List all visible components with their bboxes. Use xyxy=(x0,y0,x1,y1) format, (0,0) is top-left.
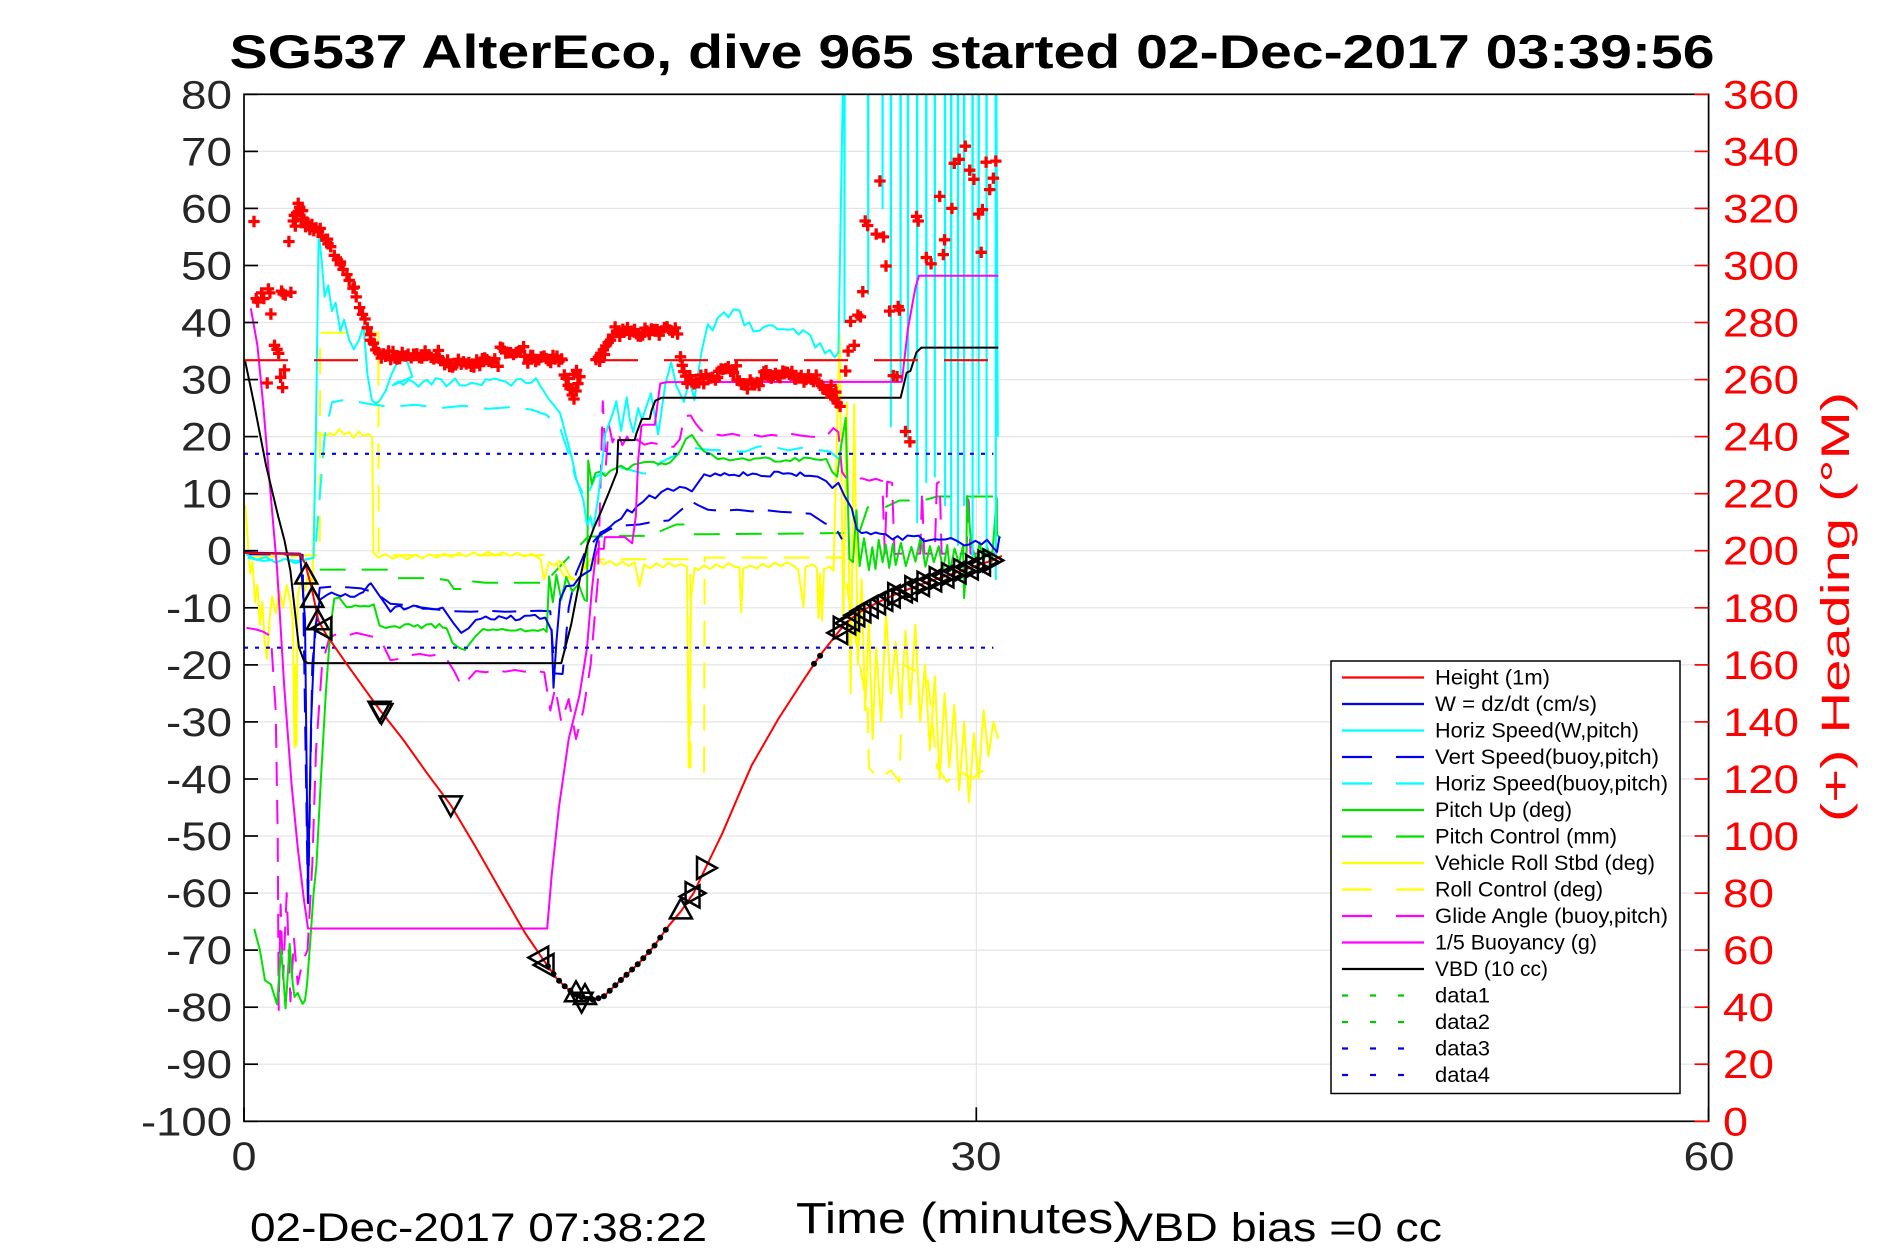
svg-text:Pitch Control (mm): Pitch Control (mm) xyxy=(1435,826,1617,849)
svg-text:70: 70 xyxy=(181,130,232,174)
svg-text:02-Dec-2017 07:38:22: 02-Dec-2017 07:38:22 xyxy=(250,1206,707,1250)
svg-text:(+) Heading (°M): (+) Heading (°M) xyxy=(1814,392,1858,822)
svg-text:20: 20 xyxy=(181,416,232,460)
svg-text:-40: -40 xyxy=(166,758,232,802)
svg-text:80: 80 xyxy=(181,73,232,117)
svg-text:60: 60 xyxy=(1684,1135,1735,1179)
svg-text:1/5 Buoyancy (g): 1/5 Buoyancy (g) xyxy=(1435,932,1597,955)
svg-text:30: 30 xyxy=(951,1135,1002,1179)
svg-text:200: 200 xyxy=(1723,530,1799,574)
svg-text:30: 30 xyxy=(181,359,232,403)
svg-text:50: 50 xyxy=(181,245,232,289)
svg-text:-50: -50 xyxy=(166,815,232,859)
svg-text:VBD (10 cc): VBD (10 cc) xyxy=(1435,958,1548,981)
svg-text:260: 260 xyxy=(1723,359,1799,403)
svg-text:Pitch Up (deg): Pitch Up (deg) xyxy=(1435,799,1572,822)
svg-text:data1: data1 xyxy=(1435,985,1490,1008)
svg-text:-20: -20 xyxy=(166,644,232,688)
svg-text:Vehicle Roll Stbd (deg): Vehicle Roll Stbd (deg) xyxy=(1435,852,1655,875)
svg-text:80: 80 xyxy=(1723,872,1774,916)
svg-text:160: 160 xyxy=(1723,644,1799,688)
svg-text:Vert Speed(buoy,pitch): Vert Speed(buoy,pitch) xyxy=(1435,746,1659,769)
svg-text:280: 280 xyxy=(1723,302,1799,346)
svg-text:40: 40 xyxy=(181,302,232,346)
svg-text:360: 360 xyxy=(1723,73,1799,117)
svg-text:Horiz Speed(buoy,pitch): Horiz Speed(buoy,pitch) xyxy=(1435,773,1668,796)
svg-text:VBD bias =0 cc: VBD bias =0 cc xyxy=(1122,1206,1442,1250)
svg-text:100: 100 xyxy=(1723,815,1799,859)
svg-text:0: 0 xyxy=(232,1135,257,1179)
svg-text:Glide Angle (buoy,pitch): Glide Angle (buoy,pitch) xyxy=(1435,905,1668,928)
svg-text:340: 340 xyxy=(1723,130,1799,174)
svg-text:240: 240 xyxy=(1723,416,1799,460)
svg-text:-80: -80 xyxy=(166,986,232,1030)
svg-text:-70: -70 xyxy=(166,929,232,973)
svg-text:0: 0 xyxy=(207,530,232,574)
svg-text:SG537 AlterEco, dive 965 start: SG537 AlterEco, dive 965 started 02-Dec-… xyxy=(230,25,1715,78)
svg-text:-10: -10 xyxy=(166,587,232,631)
svg-text:60: 60 xyxy=(181,187,232,231)
svg-text:data4: data4 xyxy=(1435,1064,1490,1087)
svg-text:Horiz Speed(W,pitch): Horiz Speed(W,pitch) xyxy=(1435,720,1639,743)
svg-text:W = dz/dt (cm/s): W = dz/dt (cm/s) xyxy=(1435,693,1597,716)
svg-text:60: 60 xyxy=(1723,929,1774,973)
svg-text:-30: -30 xyxy=(166,701,232,745)
svg-text:20: 20 xyxy=(1723,1043,1774,1087)
svg-text:120: 120 xyxy=(1723,758,1799,802)
svg-text:300: 300 xyxy=(1723,245,1799,289)
svg-text:data3: data3 xyxy=(1435,1038,1490,1061)
svg-text:10: 10 xyxy=(181,473,232,517)
svg-text:Time (minutes): Time (minutes) xyxy=(796,1194,1130,1243)
svg-text:40: 40 xyxy=(1723,986,1774,1030)
svg-text:180: 180 xyxy=(1723,587,1799,631)
svg-text:data2: data2 xyxy=(1435,1011,1490,1034)
svg-text:-100: -100 xyxy=(141,1100,232,1144)
svg-text:-60: -60 xyxy=(166,872,232,916)
svg-text:140: 140 xyxy=(1723,701,1799,745)
svg-text:220: 220 xyxy=(1723,473,1799,517)
svg-text:-90: -90 xyxy=(166,1043,232,1087)
svg-text:Roll Control (deg): Roll Control (deg) xyxy=(1435,879,1603,902)
svg-text:320: 320 xyxy=(1723,187,1799,231)
svg-text:Height (1m): Height (1m) xyxy=(1435,667,1550,690)
svg-text:0: 0 xyxy=(1723,1100,1748,1144)
